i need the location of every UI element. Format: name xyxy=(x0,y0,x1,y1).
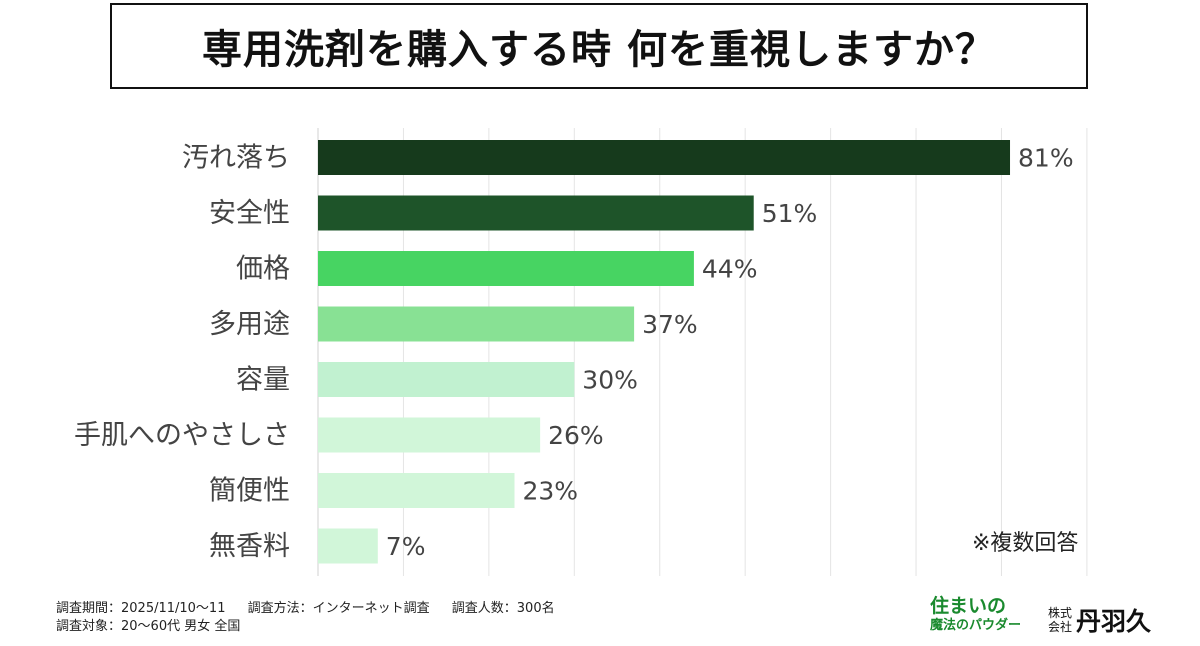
value-label: 30% xyxy=(582,366,638,395)
survey-method: 調査方法：インターネット調査 xyxy=(247,601,430,616)
survey-footer: 調査期間：2025/11/10〜11 調査方法：インターネット調査 調査人数：3… xyxy=(56,600,573,636)
survey-period: 調査期間：2025/11/10〜11 xyxy=(56,601,226,616)
category-label: 安全性 xyxy=(209,198,290,229)
bar xyxy=(318,195,754,231)
brand-logo: 住まいの 魔法のパウダー xyxy=(930,596,1035,642)
category-label: 容量 xyxy=(236,365,290,396)
company-prefix: 株式会社 xyxy=(1048,606,1073,634)
bar xyxy=(318,306,635,342)
chart-title: 専用洗剤を購入する時 何を重視しますか？ xyxy=(202,27,996,73)
value-label: 26% xyxy=(548,421,604,450)
value-label: 51% xyxy=(762,199,818,228)
gridlines xyxy=(317,128,1088,576)
brand-logo-line1: 住まいの xyxy=(930,595,1007,617)
value-label: 23% xyxy=(523,477,579,506)
category-label: 手肌へのやさしさ xyxy=(74,420,290,451)
bar xyxy=(318,362,575,397)
bar xyxy=(318,528,378,564)
category-label: 無香料 xyxy=(209,531,290,562)
bar xyxy=(318,417,541,453)
survey-target: 調査対象：20〜60代 男女 全国 xyxy=(56,619,241,634)
category-label: 価格 xyxy=(236,254,290,285)
company-name: 丹羽久 xyxy=(1076,607,1152,636)
bars xyxy=(318,140,1011,564)
category-label: 多用途 xyxy=(209,309,290,340)
bar xyxy=(318,140,1011,175)
category-label: 簡便性 xyxy=(209,476,290,507)
category-label: 汚れ落ち xyxy=(182,143,290,174)
value-labels: 81% 51%44%37%30% 26% 23% 7% xyxy=(386,144,1074,562)
bar xyxy=(318,251,694,286)
company-logo: 株式会社 丹羽久 xyxy=(1048,602,1151,638)
bar xyxy=(318,473,515,508)
value-label: 7% xyxy=(386,532,426,561)
multiple-answer-note: ※複数回答 xyxy=(972,531,1079,556)
value-label: 44% xyxy=(702,255,758,284)
value-label: 81% xyxy=(1018,144,1074,173)
survey-count: 調査人数：300名 xyxy=(451,601,555,616)
value-label: 37% xyxy=(642,310,698,339)
brand-logo-line2: 魔法のパウダー xyxy=(930,618,1022,633)
title-box: 専用洗剤を購入する時 何を重視しますか？ xyxy=(110,3,1088,89)
